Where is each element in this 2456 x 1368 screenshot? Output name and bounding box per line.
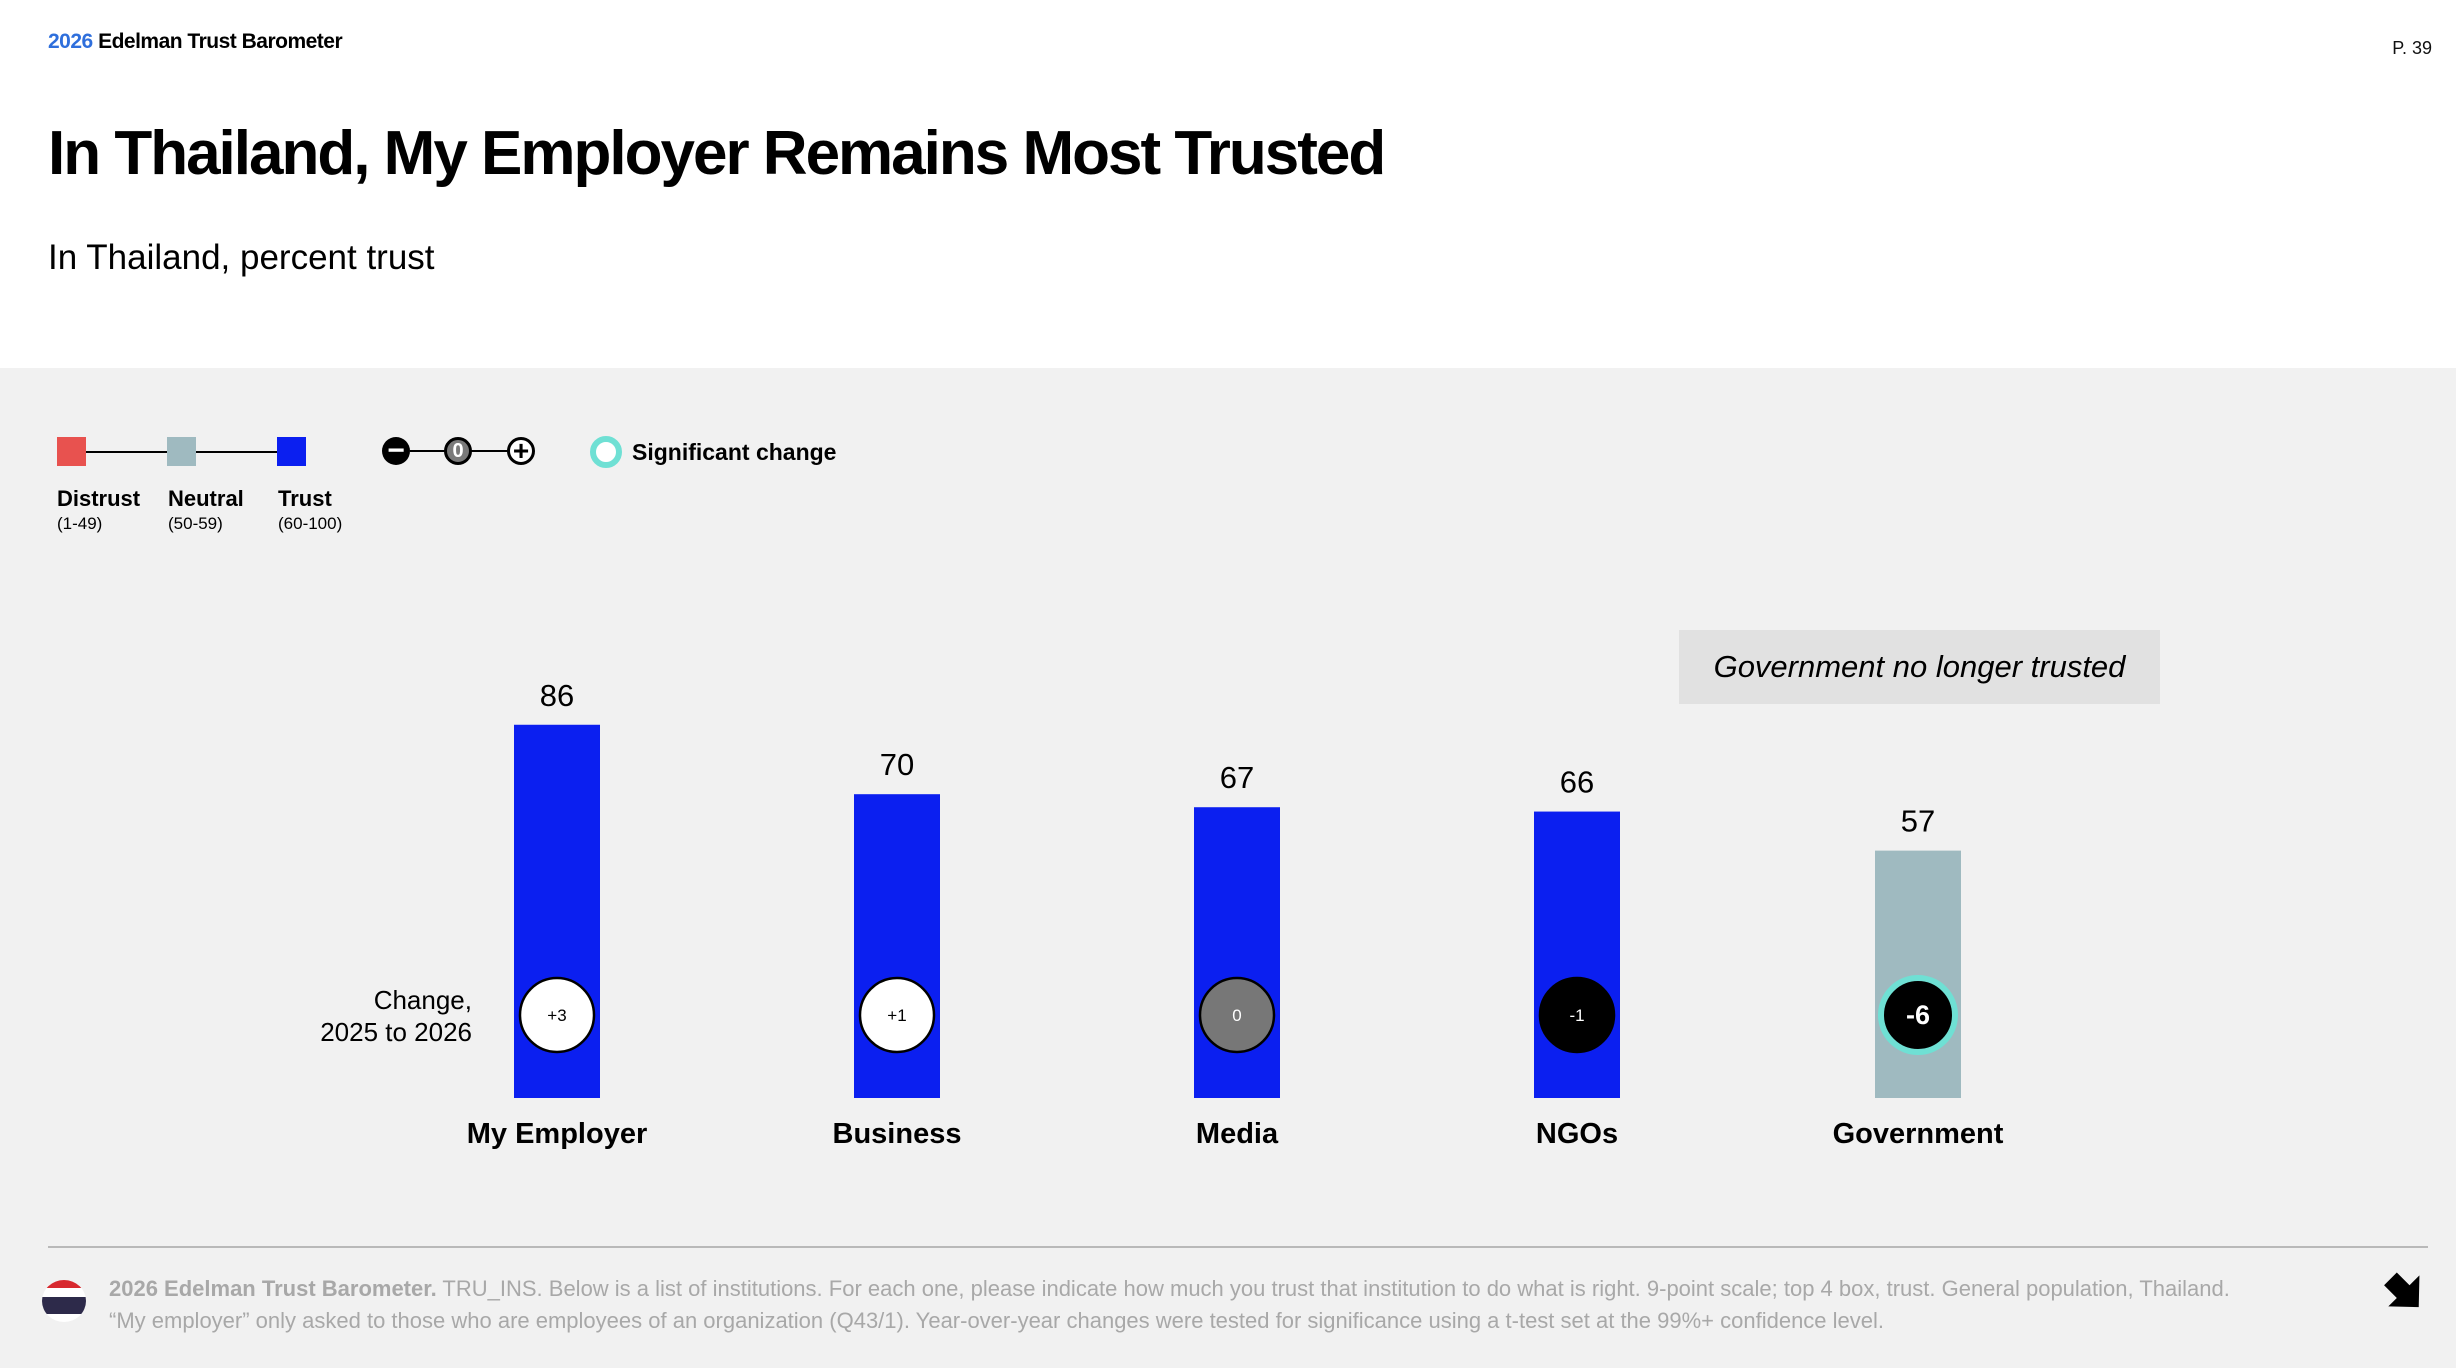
legend-swatch-neutral <box>167 437 196 466</box>
footnote-source-title: 2026 Edelman Trust Barometer. <box>109 1276 437 1301</box>
bar-3 <box>1534 811 1620 1098</box>
next-arrow-icon[interactable] <box>2381 1268 2431 1318</box>
bar-4 <box>1875 850 1961 1098</box>
significant-change-label: Significant change <box>632 439 837 465</box>
change-value-label: +1 <box>887 1006 906 1025</box>
change-circle <box>518 976 596 1054</box>
legend-connector <box>86 451 170 453</box>
page-number: P. 39 <box>2392 38 2432 58</box>
government-callout: Government no longer trusted <box>1679 630 2160 704</box>
bar-2 <box>1194 807 1280 1098</box>
legend-swatch-distrust <box>57 437 86 466</box>
change-value-label: -6 <box>1906 1000 1930 1030</box>
brand-year: 2026 <box>48 30 93 53</box>
category-label: NGOs <box>1536 1118 1618 1150</box>
minus-circle-icon: − <box>382 436 410 466</box>
legend-label-distrust: Distrust <box>57 486 141 511</box>
change-axis-label: Change, 2025 to 2026 <box>320 984 472 1048</box>
footnote-source-text: TRU_INS. Below is a list of institutions… <box>109 1276 2230 1333</box>
bar-value-label: 70 <box>880 747 914 782</box>
change-circle <box>1538 976 1616 1054</box>
change-value-label: +3 <box>547 1006 566 1025</box>
change-circle <box>858 976 936 1054</box>
category-label: My Employer <box>467 1118 648 1150</box>
bar-value-label: 86 <box>540 678 574 713</box>
brand-name: Edelman Trust Barometer <box>98 30 343 53</box>
plus-circle-icon: + <box>507 437 535 465</box>
category-label: Business <box>833 1118 962 1150</box>
page-subtitle: In Thailand, percent trust <box>48 238 435 277</box>
legend-label-trust: Trust <box>278 486 332 511</box>
change-label-text: Change, 2025 to 2026 <box>320 985 472 1047</box>
bar-value-label: 57 <box>1901 804 1935 839</box>
legend-connector <box>196 451 280 453</box>
change-value-label: 0 <box>1232 1006 1241 1025</box>
page-title: In Thailand, My Employer Remains Most Tr… <box>48 119 1386 188</box>
thailand-flag-icon <box>42 1280 86 1322</box>
category-label: Media <box>1196 1118 1279 1150</box>
significant-change-icon <box>590 436 622 468</box>
legend-range-trust: (60-100) <box>278 514 343 533</box>
source-footnote: 2026 Edelman Trust Barometer. TRU_INS. B… <box>109 1273 2269 1337</box>
legend-range-neutral: (50-59) <box>168 514 223 533</box>
bar-value-label: 67 <box>1220 760 1254 795</box>
change-circle <box>1198 976 1276 1054</box>
category-label: Government <box>1833 1118 2004 1150</box>
change-value-label: -1 <box>1569 1006 1584 1025</box>
legend-label-neutral: Neutral <box>168 486 244 511</box>
change-circle <box>1878 975 1958 1055</box>
brand-logo: 2026 Edelman Trust Barometer <box>48 30 343 54</box>
zero-circle-icon: 0 <box>444 437 472 465</box>
legend-range-distrust: (1-49) <box>57 514 103 533</box>
bar-value-label: 66 <box>1560 765 1594 800</box>
footer-divider <box>48 1246 2428 1248</box>
legend-swatch-trust <box>277 437 306 466</box>
